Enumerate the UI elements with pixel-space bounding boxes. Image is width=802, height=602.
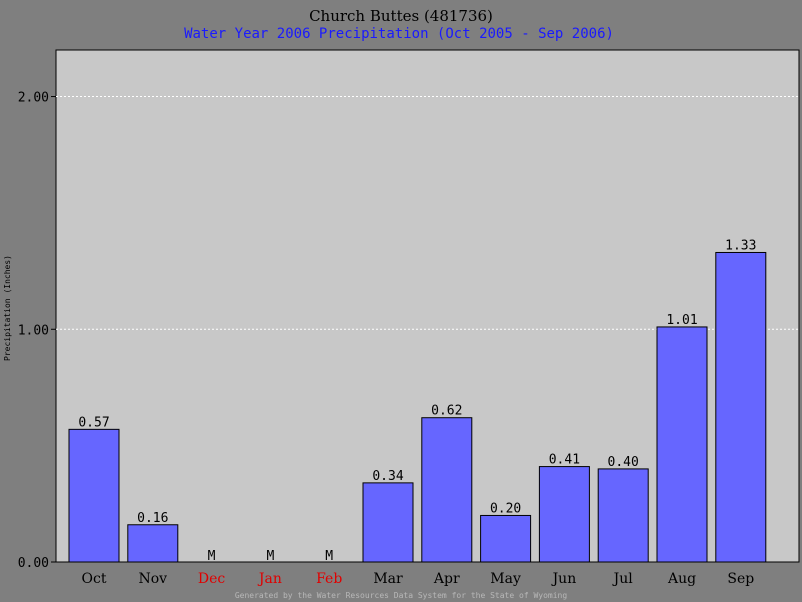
bar-value-label: 0.16 bbox=[137, 511, 168, 526]
bar bbox=[656, 326, 708, 563]
chart-subtitle: Water Year 2006 Precipitation (Oct 2005 … bbox=[184, 26, 614, 42]
bar bbox=[480, 514, 532, 563]
bar-value-label: 0.20 bbox=[490, 501, 521, 516]
y-tick-label: 1.00 bbox=[18, 323, 49, 338]
bar bbox=[538, 466, 590, 563]
missing-value-marker: M bbox=[325, 549, 333, 564]
bar-value-label: 1.01 bbox=[666, 313, 697, 328]
x-tick-label: Sep bbox=[727, 571, 754, 587]
x-tick-label: Apr bbox=[433, 571, 460, 587]
chart-title: Church Buttes (481736) bbox=[309, 7, 493, 25]
x-tick-label: Jun bbox=[551, 571, 577, 587]
bar-layer bbox=[68, 251, 767, 563]
x-tick-label: May bbox=[490, 571, 521, 587]
x-tick-label: Oct bbox=[82, 571, 107, 587]
x-tick-label: Nov bbox=[139, 571, 168, 587]
bar-value-label: 0.40 bbox=[608, 455, 639, 470]
x-tick-label: Dec bbox=[198, 571, 226, 587]
bar bbox=[68, 428, 120, 563]
bar bbox=[127, 524, 179, 563]
bar-value-label: 0.41 bbox=[549, 453, 580, 468]
missing-value-marker: M bbox=[266, 549, 274, 564]
bar-value-label: 0.62 bbox=[431, 404, 462, 419]
x-tick-label: Aug bbox=[667, 571, 696, 587]
footer-credit: Generated by the Water Resources Data Sy… bbox=[235, 591, 568, 600]
bar bbox=[715, 251, 767, 563]
y-tick-label: 2.00 bbox=[18, 91, 49, 106]
bar bbox=[362, 482, 414, 563]
label-layer: 0.57 0.16 M M M 0.34 0.62 0.20 0.41 0.40 1.01 1.33 bbox=[78, 238, 756, 564]
x-tick-label: Mar bbox=[373, 571, 403, 587]
bar-value-label: 0.34 bbox=[372, 469, 403, 484]
x-tick-label: Feb bbox=[316, 571, 342, 587]
bar-value-label: 1.33 bbox=[725, 238, 756, 253]
axis-layer: 0.00 1.00 2.00 Oct Nov Dec Jan Feb Mar Apr May Jun J… bbox=[18, 91, 755, 587]
y-axis-label: Precipitation (Inches) bbox=[3, 255, 12, 361]
y-tick-label: 0.00 bbox=[18, 556, 49, 571]
x-tick-label: Jan bbox=[257, 571, 282, 587]
x-tick-label: Jul bbox=[612, 571, 634, 587]
bar bbox=[597, 468, 649, 563]
bar bbox=[421, 417, 473, 563]
missing-value-marker: M bbox=[208, 549, 216, 564]
bar-value-label: 0.57 bbox=[78, 415, 109, 430]
